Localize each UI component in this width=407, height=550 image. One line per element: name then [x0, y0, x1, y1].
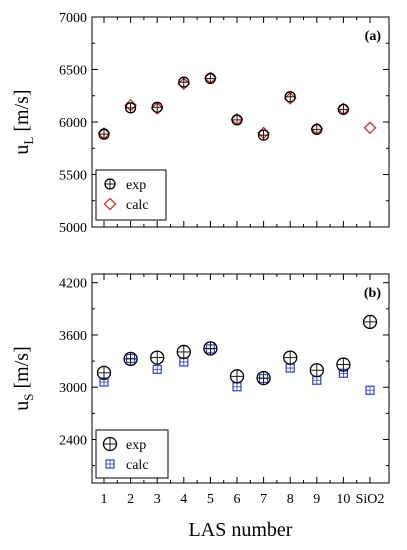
x-tick-label: 8	[287, 492, 294, 507]
data-point-exp	[257, 129, 270, 141]
legend-label-calc: calc	[126, 198, 149, 213]
data-point-exp	[123, 351, 138, 367]
data-point-calc	[232, 382, 242, 392]
legend-label-exp: exp	[126, 438, 146, 453]
data-point-exp	[337, 103, 350, 116]
data-point-exp	[98, 128, 110, 140]
y-tick-label: 5000	[59, 221, 87, 236]
data-point-exp	[362, 314, 378, 330]
y-axis-label: uS [m/s]	[11, 346, 36, 410]
data-point-exp	[311, 123, 323, 136]
legend-marker-exp	[104, 178, 116, 190]
data-point-calc	[285, 363, 295, 373]
x-tick-label: 3	[154, 492, 161, 507]
data-point-exp	[96, 365, 112, 380]
data-point-exp	[336, 357, 351, 372]
legend-label-exp: exp	[126, 178, 146, 193]
y-tick-label: 6000	[59, 116, 87, 131]
data-point-calc	[150, 102, 164, 115]
y-tick-label: 5500	[59, 169, 87, 184]
panel-label: (a)	[365, 29, 382, 44]
data-point-exp	[229, 369, 245, 384]
x-axis-label: LAS number	[189, 519, 293, 541]
data-point-calc	[312, 375, 322, 385]
x-tick-label: SiO2	[356, 492, 385, 507]
data-point-exp	[150, 350, 165, 365]
legend-marker-calc	[105, 459, 115, 469]
data-point-exp	[124, 102, 137, 114]
plot-frame	[91, 273, 390, 484]
legend-box	[95, 169, 167, 221]
y-tick-label: 7000	[59, 11, 87, 26]
x-tick-label: 10	[336, 492, 350, 507]
y-tick-label: 6500	[59, 64, 87, 79]
data-point-exp	[151, 101, 163, 113]
x-tick-label: 5	[207, 492, 214, 507]
y-axis-label: uL [m/s]	[11, 89, 36, 154]
legend-marker-calc	[103, 197, 117, 211]
x-tick-label: 2	[127, 492, 134, 507]
x-tick-label: 6	[234, 492, 241, 507]
legend-label-calc: calc	[126, 458, 149, 473]
data-point-exp	[309, 363, 324, 378]
data-point-exp	[178, 76, 190, 88]
data-point-exp	[284, 91, 296, 103]
data-point-exp	[204, 72, 217, 85]
data-point-calc	[365, 385, 375, 395]
panel-b: 2400 3000 3600 4200 1 2 3 4 5 6 7 8 9 10 SiO2 uS [m/s] (…	[11, 273, 390, 507]
data-point-exp	[256, 370, 271, 386]
legend: exp calc	[95, 429, 169, 479]
panel-a: 5000 5500 6000 6500 7000 uL [m/s] (a) exp calc	[11, 11, 390, 236]
y-tick-label: 3600	[59, 329, 87, 344]
data-point-calc	[179, 357, 189, 367]
legend: exp calc	[95, 169, 167, 221]
data-point-exp	[231, 114, 243, 126]
y-tick-label: 4200	[59, 277, 87, 292]
data-point-exp	[176, 344, 191, 360]
data-point-exp	[283, 350, 298, 365]
legend-marker-exp	[102, 436, 118, 452]
x-tick-label: 7	[260, 492, 267, 507]
x-tick-label: 9	[313, 492, 320, 507]
data-point-calc	[363, 121, 377, 135]
x-tick-label: 4	[180, 492, 187, 507]
panel-label: (b)	[364, 286, 381, 301]
y-tick-label: 3000	[59, 381, 87, 396]
x-tick-label: 1	[101, 492, 108, 507]
y-tick-label: 2400	[59, 433, 87, 448]
data-point-calc	[152, 364, 162, 374]
data-point-exp	[203, 341, 218, 356]
